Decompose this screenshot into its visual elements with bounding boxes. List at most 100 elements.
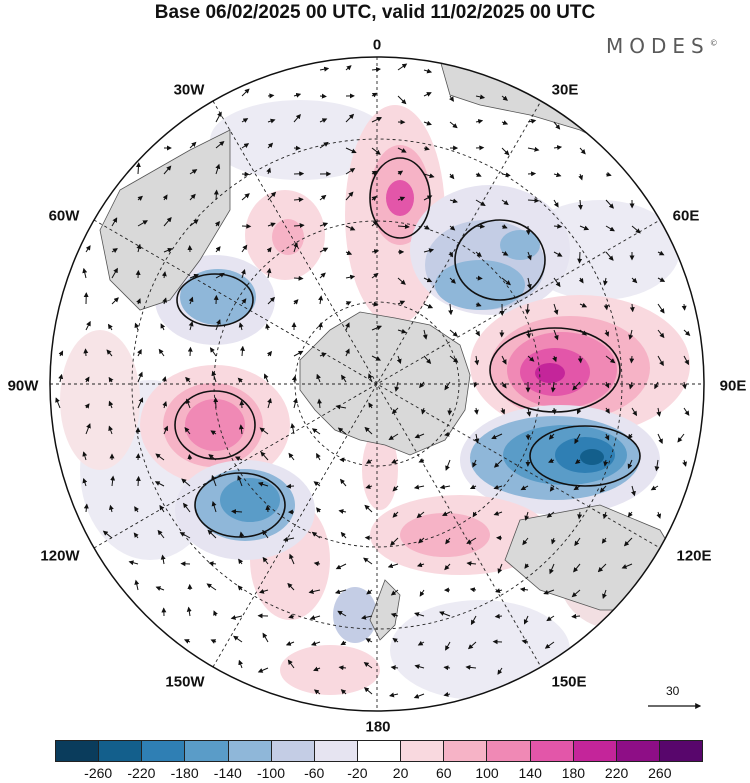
wind-vector — [475, 199, 486, 207]
wind-vector — [313, 481, 321, 487]
colorbar-tick-label: -140 — [213, 765, 242, 781]
wind-vector — [572, 381, 581, 391]
wind-vector — [682, 459, 687, 467]
wind-vector — [551, 407, 557, 415]
wind-vector — [365, 484, 373, 489]
wind-vector — [527, 198, 540, 203]
wind-vector — [286, 483, 295, 489]
wind-vector — [186, 606, 192, 617]
colorbar-swatch — [99, 741, 143, 761]
wind-vector — [319, 66, 330, 72]
wind-vector — [371, 249, 380, 255]
lon-label-0: 0 — [372, 36, 382, 54]
wind-vector — [526, 407, 532, 417]
wind-vector — [338, 509, 347, 514]
wind-vector — [210, 639, 217, 644]
wind-vector — [423, 355, 432, 365]
wind-vector — [629, 303, 635, 313]
wind-vector — [493, 510, 503, 516]
wind-vector — [266, 350, 273, 357]
wind-vector — [597, 563, 607, 573]
wind-vector — [241, 88, 250, 97]
wind-vector — [340, 640, 347, 646]
wind-vector — [311, 428, 321, 435]
wind-vector — [371, 355, 381, 361]
wind-vector — [501, 147, 510, 156]
wind-vector — [473, 381, 479, 388]
wind-vector — [364, 426, 373, 435]
wind-vector — [604, 381, 610, 389]
wind-vector — [111, 217, 118, 227]
wind-vector — [553, 121, 561, 130]
wind-vector — [526, 277, 532, 290]
wind-vector — [293, 113, 301, 123]
wind-vector — [419, 589, 425, 597]
map-title: Base 06/02/2025 00 UTC, valid 11/02/2025… — [154, 2, 596, 23]
lon-label-60e: 60E — [672, 207, 700, 225]
wind-vector — [208, 561, 217, 567]
wind-vector — [575, 458, 581, 465]
wind-vector — [493, 459, 503, 468]
wind-vector — [257, 481, 269, 487]
wind-vector — [316, 373, 321, 383]
modes-logo: MODES© — [606, 34, 718, 58]
wind-vector — [371, 325, 383, 331]
wind-vector — [391, 407, 399, 414]
wind-vector — [683, 329, 691, 336]
wind-vector — [469, 587, 477, 593]
wind-vector — [577, 199, 583, 210]
wind-vector — [467, 641, 477, 650]
wind-vector — [605, 225, 615, 232]
wind-vector — [234, 456, 243, 461]
wind-vector — [215, 163, 221, 175]
colorbar-swatch — [573, 741, 617, 761]
colorbar-tick-label: -260 — [84, 765, 113, 781]
wind-vector — [267, 118, 276, 124]
wind-vector — [650, 485, 659, 491]
wind-vector — [397, 95, 407, 105]
south-america — [99, 129, 231, 311]
wind-vector — [654, 381, 659, 390]
wind-vector — [550, 381, 556, 393]
wind-vector — [338, 665, 347, 671]
lon-label-120e: 120E — [676, 547, 712, 565]
colorbar-tick-label: -60 — [304, 765, 325, 781]
wind-vector — [365, 458, 373, 464]
wind-vector — [553, 303, 559, 315]
wind-vector — [337, 610, 347, 617]
wind-vector — [215, 140, 225, 149]
wind-vector — [527, 355, 535, 362]
wind-vector — [631, 277, 638, 284]
wind-vector — [110, 475, 116, 487]
wind-vector — [394, 381, 400, 392]
wind-vector — [319, 118, 328, 123]
wind-vector — [371, 301, 379, 307]
wind-vector — [313, 689, 321, 695]
wind-vector — [423, 303, 434, 309]
wind-vector — [158, 348, 165, 357]
wind-vector — [574, 433, 581, 445]
wind-vector — [519, 587, 529, 593]
wind-vector — [657, 250, 665, 256]
wind-vector — [189, 193, 196, 201]
colorbar-tick-label: 140 — [518, 765, 542, 781]
wind-vector — [571, 613, 581, 619]
colorbar-swatch — [314, 741, 358, 761]
wind-vector — [137, 195, 143, 201]
colorbar-swatch — [56, 741, 100, 761]
wind-vector — [397, 300, 406, 306]
wind-vector — [371, 92, 378, 98]
wind-vector — [288, 613, 295, 619]
wind-vector — [445, 537, 451, 545]
wind-vector — [371, 67, 381, 73]
wind-vector — [397, 277, 406, 285]
wind-vector — [475, 223, 486, 229]
wind-vector — [413, 693, 425, 699]
wind-vector — [345, 167, 356, 175]
wind-vector — [240, 268, 246, 279]
wind-vector — [423, 92, 432, 97]
wind-vector — [475, 172, 482, 177]
wind-vector — [316, 507, 322, 513]
wind-vector — [366, 589, 373, 595]
wind-vector — [448, 303, 454, 316]
